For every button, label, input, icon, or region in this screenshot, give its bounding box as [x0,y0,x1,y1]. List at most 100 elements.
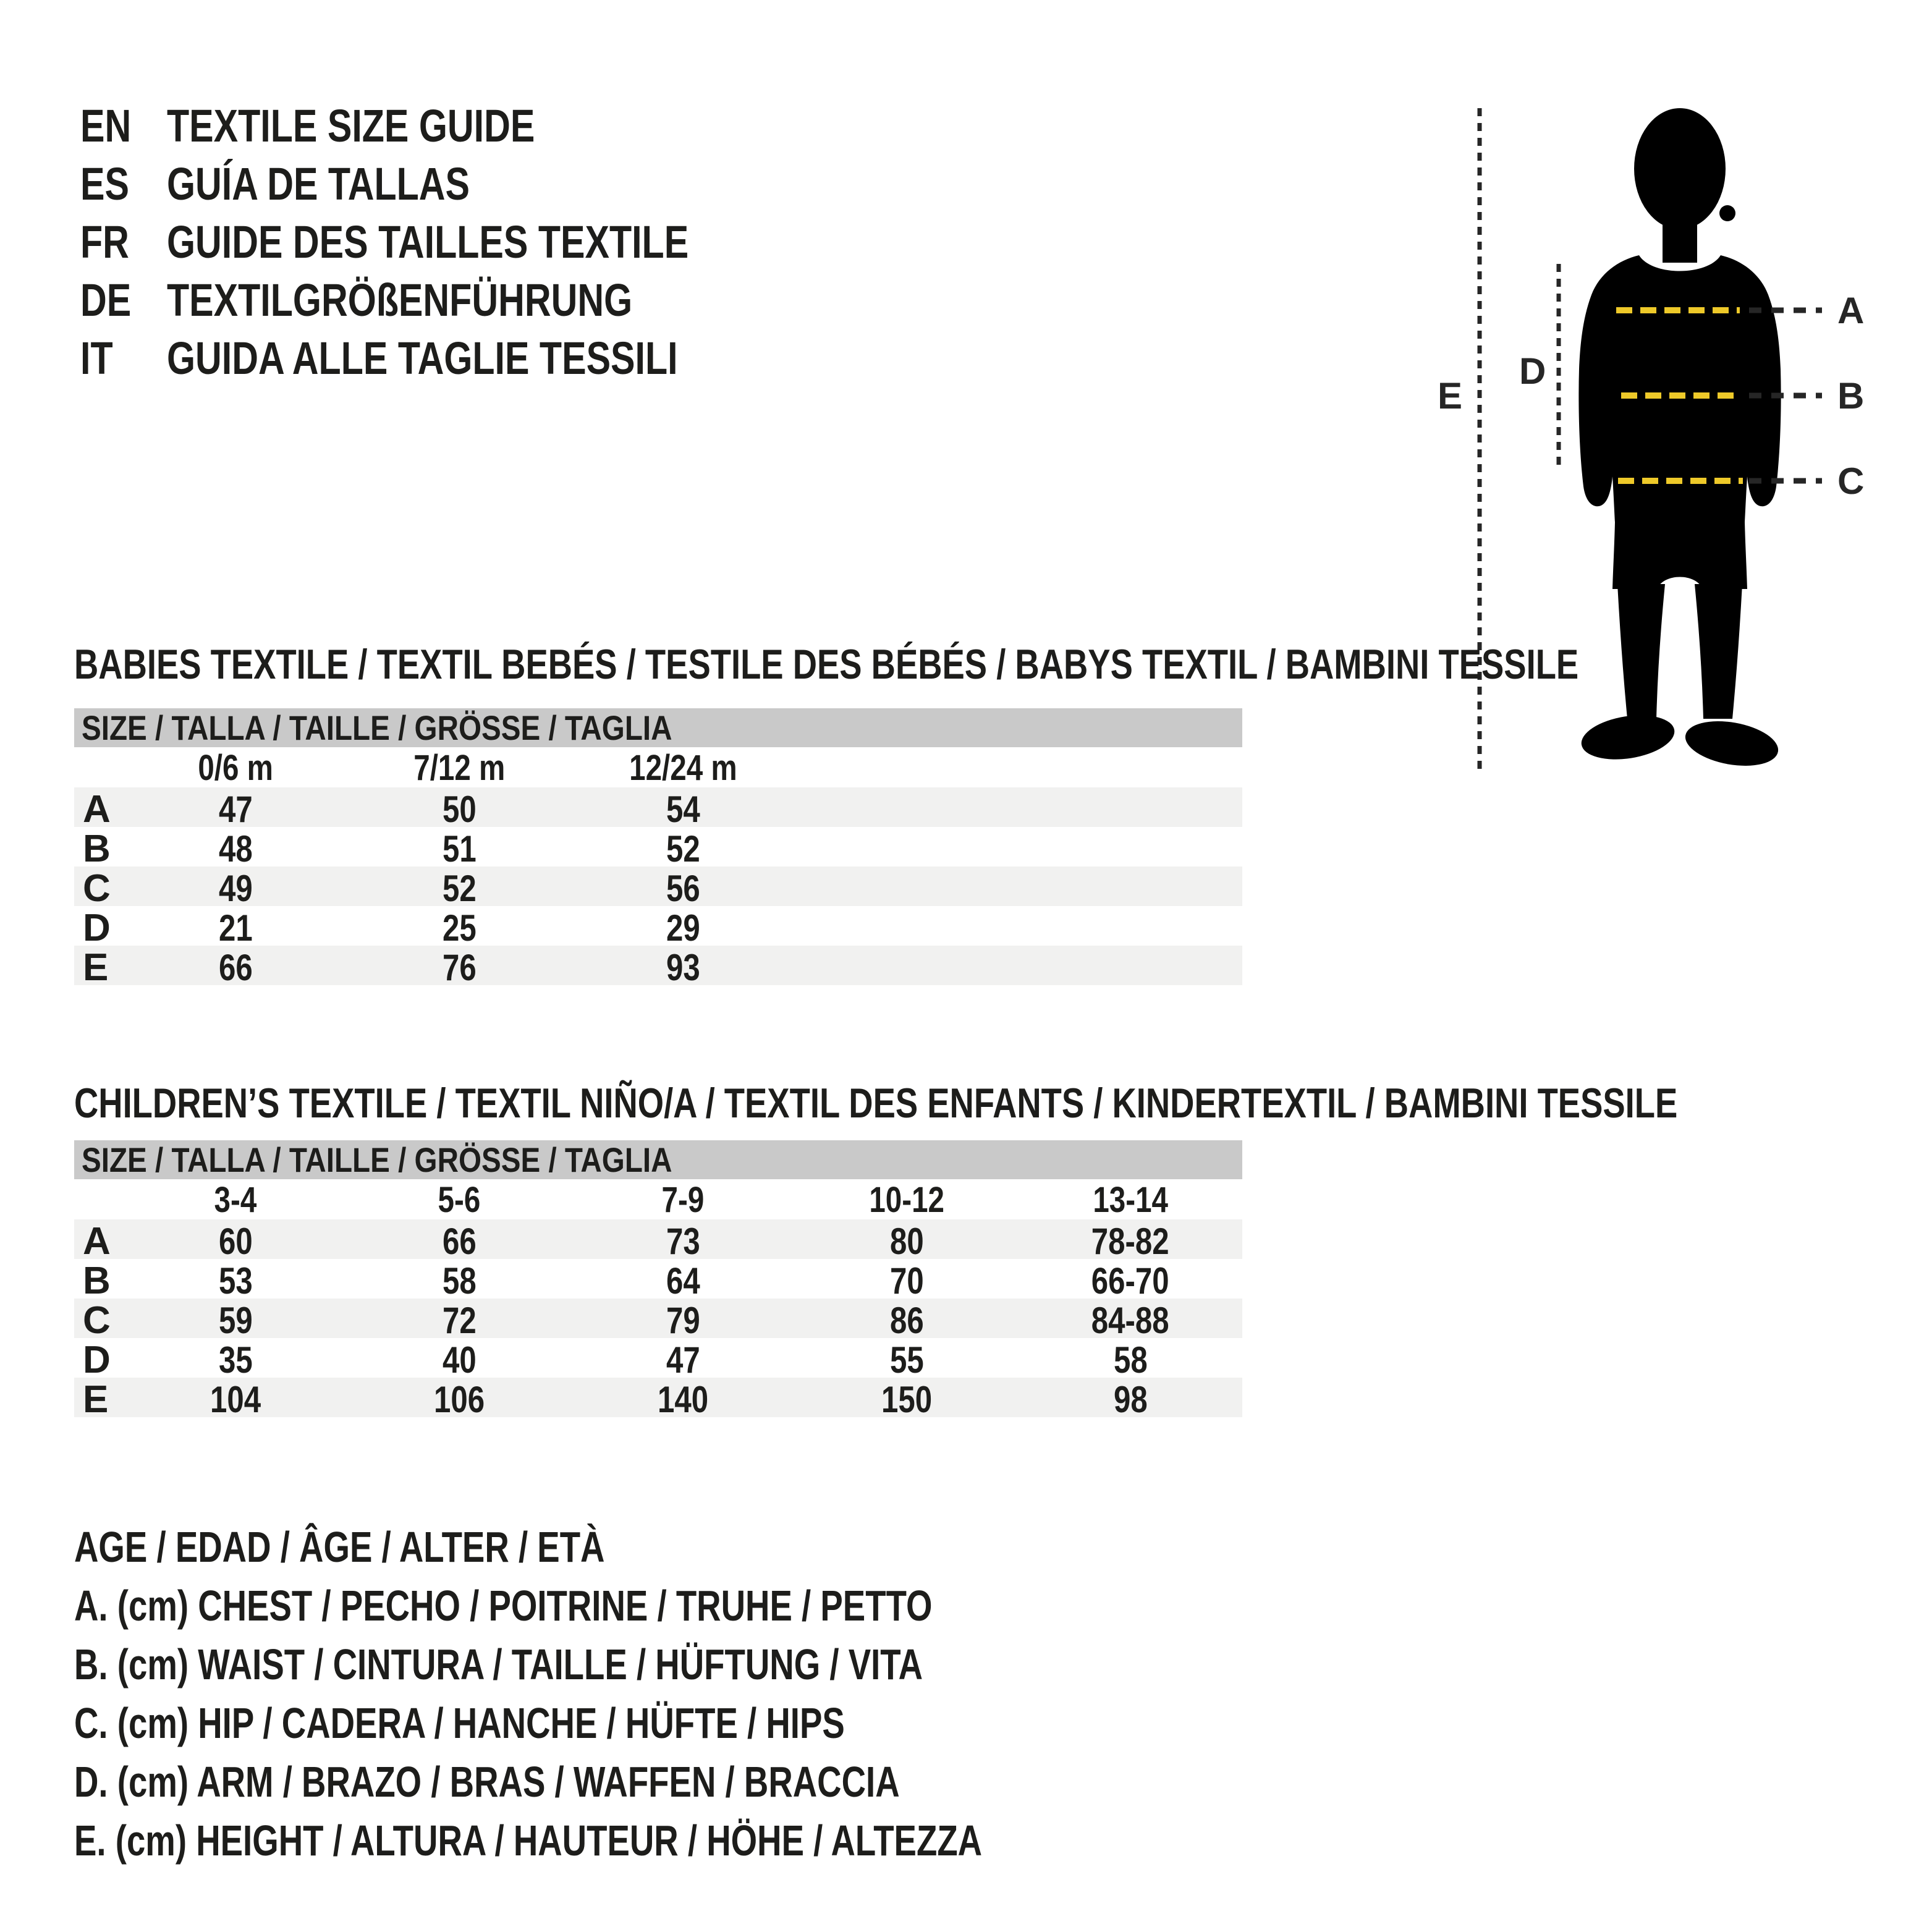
children-cell: 98 [1113,1379,1148,1420]
silhouette-right-leg [1695,584,1742,719]
babies-cell: 66 [218,947,253,988]
children-cell: 78-82 [1091,1221,1169,1262]
babies-cell: 21 [218,907,253,949]
lang-row-en: EN TEXTILE SIZE GUIDE [80,96,819,155]
silhouette-torso-arms-shorts [1578,255,1781,589]
children-section-title-text: CHILDREN’S TEXTILE / TEXTIL NIÑO/A / TEX… [74,1080,1678,1127]
children-cell: 64 [666,1260,700,1302]
babies-cell: 48 [218,828,253,870]
measure-label-d: D [1519,350,1546,392]
babies-row-label-e: E [83,946,109,989]
lang-title-es: GUÍA DE TALLAS [167,158,470,210]
child-silhouette [1578,108,1781,766]
legend-line-age: AGE / EDAD / ÂGE / ALTER / ETÀ [74,1522,605,1571]
children-section-title: CHILDREN’S TEXTILE / TEXTIL NIÑO/A / TEX… [74,1079,1932,1127]
babies-size-header-text: SIZE / TALLA / TAILLE / GRÖSSE / TAGLIA [82,708,672,747]
children-row-label-e: E [83,1378,109,1421]
babies-row-label-d: D [83,907,111,949]
language-title-list: EN TEXTILE SIZE GUIDE ES GUÍA DE TALLAS … [80,96,819,387]
children-cell: 47 [666,1339,700,1381]
children-cell: 55 [889,1339,924,1381]
babies-cell: 52 [442,868,477,909]
lang-row-es: ES GUÍA DE TALLAS [80,155,819,213]
babies-section-title-text: BABIES TEXTILE / TEXTIL BEBÉS / TESTILE … [74,641,1579,688]
measurement-legend: AGE / EDAD / ÂGE / ALTER / ETÀ A. (cm) C… [74,1517,1238,1870]
babies-cell: 47 [218,789,253,830]
babies-cell: 25 [442,907,477,949]
babies-row-label-c: C [83,867,111,910]
babies-cell: 29 [666,907,700,949]
babies-cell: 50 [442,789,477,830]
babies-row-label-b: B [83,828,111,870]
children-cell: 58 [1113,1339,1148,1381]
babies-size-table: SIZE / TALLA / TAILLE / GRÖSSE / TAGLIA … [74,708,1242,989]
lang-title-fr: GUIDE DES TAILLES TEXTILE [167,216,689,268]
silhouette-left-leg [1617,584,1665,719]
table-row: E 66 76 93 [74,946,1242,989]
lang-title-en: TEXTILE SIZE GUIDE [167,100,535,151]
babies-section-title: BABIES TEXTILE / TEXTIL BEBÉS / TESTILE … [74,640,1932,688]
children-col-header-5: 13-14 [1093,1180,1168,1220]
children-cell: 140 [657,1379,709,1420]
measure-label-a: A [1837,290,1864,331]
table-row: E 104 106 140 150 98 [74,1378,1242,1421]
children-cell: 106 [433,1379,485,1420]
lang-title-it: GUIDA ALLE TAGLIE TESSILI [167,332,678,384]
children-cell: 72 [442,1300,477,1341]
table-row: B 53 58 64 70 66-70 [74,1259,1242,1302]
measure-label-c: C [1837,460,1864,502]
lang-title-de: TEXTILGRÖßENFÜHRUNG [167,274,633,326]
children-column-header-row: 3-4 5-6 7-9 10-12 13-14 [74,1179,1242,1220]
children-cell: 80 [889,1221,924,1262]
silhouette-left-shoe [1581,715,1675,760]
children-row-label-a: A [83,1220,111,1263]
silhouette-head [1634,108,1726,229]
babies-cell: 93 [666,947,700,988]
children-cell: 84-88 [1091,1300,1169,1341]
children-cell: 104 [210,1379,261,1420]
silhouette-ear [1719,205,1735,221]
silhouette-neck [1663,219,1697,263]
babies-cell: 76 [442,947,477,988]
children-cell: 53 [218,1260,253,1302]
measure-label-e: E [1438,375,1462,417]
children-cell: 35 [218,1339,253,1381]
children-cell: 79 [666,1300,700,1341]
legend-line-arm: D. (cm) ARM / BRAZO / BRAS / WAFFEN / BR… [74,1757,900,1806]
table-row: B 48 51 52 [74,827,1242,870]
babies-col-header-2: 7/12 m [413,748,506,788]
children-cell: 66 [442,1221,477,1262]
babies-col-header-3: 12/24 m [629,748,737,788]
children-size-header-bar: SIZE / TALLA / TAILLE / GRÖSSE / TAGLIA [74,1140,1242,1179]
babies-size-header-bar: SIZE / TALLA / TAILLE / GRÖSSE / TAGLIA [74,708,1242,747]
silhouette-right-shoe [1685,721,1779,766]
lang-code-fr: FR [80,216,129,268]
lang-code-en: EN [80,100,132,151]
lang-row-fr: FR GUIDE DES TAILLES TEXTILE [80,213,819,271]
children-cell: 59 [218,1300,253,1341]
children-cell: 58 [442,1260,477,1302]
table-row: D 35 40 47 55 58 [74,1338,1242,1381]
table-row: C 59 72 79 86 84-88 [74,1299,1242,1342]
babies-row-label-a: A [83,788,111,831]
babies-cell: 49 [218,868,253,909]
children-cell: 66-70 [1091,1260,1169,1302]
table-row: C 49 52 56 [74,866,1242,910]
children-cell: 70 [889,1260,924,1302]
children-col-header-3: 7-9 [661,1180,705,1220]
table-row: A 47 50 54 [74,787,1242,831]
table-row: D 21 25 29 [74,906,1242,949]
babies-cell: 51 [442,828,477,870]
lang-row-de: DE TEXTILGRÖßENFÜHRUNG [80,271,819,329]
lang-code-es: ES [80,158,129,210]
children-cell: 40 [442,1339,477,1381]
babies-col-header-1: 0/6 m [198,748,273,788]
legend-line-hip: C. (cm) HIP / CADERA / HANCHE / HÜFTE / … [74,1698,845,1747]
children-row-label-b: B [83,1260,111,1302]
children-size-table: SIZE / TALLA / TAILLE / GRÖSSE / TAGLIA … [74,1140,1242,1421]
children-col-header-1: 3-4 [214,1180,257,1220]
table-row: A 60 66 73 80 78-82 [74,1219,1242,1263]
lang-code-it: IT [80,332,113,384]
children-cell: 60 [218,1221,253,1262]
